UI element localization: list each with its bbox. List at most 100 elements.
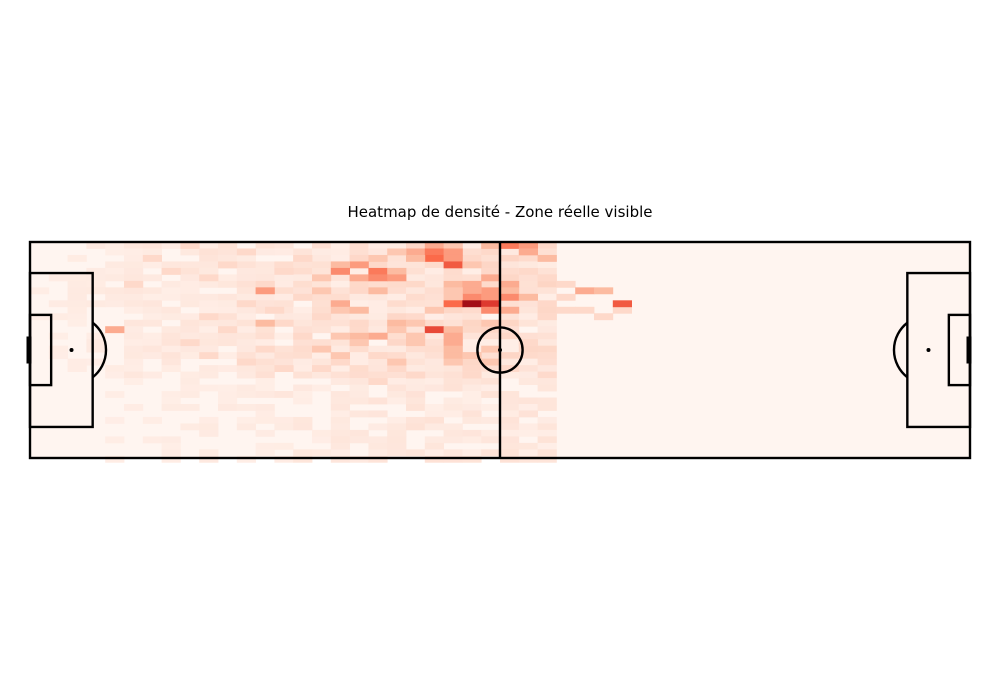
heatmap-cell <box>406 391 425 398</box>
heatmap-cell <box>350 274 369 281</box>
heatmap-cell <box>199 385 218 392</box>
heatmap-cell <box>331 449 350 456</box>
heatmap-cell <box>162 352 181 359</box>
heatmap-cell <box>180 404 199 411</box>
heatmap-cell <box>368 449 387 456</box>
heatmap-cell <box>519 372 538 379</box>
heatmap-cell <box>124 268 143 275</box>
center-spot <box>498 348 502 352</box>
heatmap-cell <box>256 385 275 392</box>
heatmap-cell <box>293 449 312 456</box>
heatmap-cell <box>538 248 557 255</box>
heatmap-cell <box>293 313 312 320</box>
heatmap-cell <box>368 248 387 255</box>
heatmap-cell <box>406 423 425 430</box>
heatmap-cell <box>256 372 275 379</box>
heatmap-cell <box>199 352 218 359</box>
heatmap-cell <box>387 423 406 430</box>
heatmap-cell <box>124 320 143 327</box>
heatmap-cell <box>444 346 463 353</box>
heatmap-cell <box>425 385 444 392</box>
heatmap-cell <box>237 417 256 424</box>
heatmap-cell <box>86 274 105 281</box>
heatmap-cell <box>180 294 199 301</box>
heatmap-cell <box>368 423 387 430</box>
heatmap-cell <box>481 346 500 353</box>
heatmap-cell <box>444 268 463 275</box>
heatmap-cell <box>368 300 387 307</box>
heatmap-cell <box>538 346 557 353</box>
heatmap-cell <box>162 326 181 333</box>
heatmap-cell <box>331 378 350 385</box>
heatmap-cell <box>387 449 406 456</box>
heatmap-cell <box>538 268 557 275</box>
heatmap-cell <box>444 307 463 314</box>
heatmap-cell <box>538 404 557 411</box>
heatmap-cell <box>143 255 162 262</box>
heatmap-cell <box>274 346 293 353</box>
heatmap-cell <box>462 449 481 456</box>
heatmap-cell <box>331 436 350 443</box>
heatmap-cell <box>293 339 312 346</box>
heatmap-cell <box>199 320 218 327</box>
heatmap-cell <box>256 333 275 340</box>
heatmap-cell <box>331 307 350 314</box>
heatmap-cell <box>124 365 143 372</box>
heatmap-cell <box>180 268 199 275</box>
heatmap-cell <box>406 255 425 262</box>
heatmap-cell <box>387 268 406 275</box>
heatmap-cell <box>180 346 199 353</box>
heatmap-cell <box>237 333 256 340</box>
heatmap-cell <box>350 359 369 366</box>
heatmap-cell <box>68 320 87 327</box>
heatmap-cell <box>218 333 237 340</box>
heatmap-cell <box>368 287 387 294</box>
heatmap-cell <box>462 274 481 281</box>
heatmap-cell <box>500 300 519 307</box>
heatmap-cell <box>331 443 350 450</box>
heatmap-cell <box>387 281 406 288</box>
heatmap-cell <box>462 255 481 262</box>
heatmap-cell <box>124 339 143 346</box>
heatmap-cell <box>387 261 406 268</box>
heatmap-cell <box>368 294 387 301</box>
heatmap-cell <box>406 274 425 281</box>
heatmap-cell <box>368 352 387 359</box>
heatmap-cell <box>143 274 162 281</box>
heatmap-cell <box>406 339 425 346</box>
heatmap-cell <box>444 436 463 443</box>
heatmap-cell <box>180 287 199 294</box>
heatmap-cell <box>68 281 87 288</box>
heatmap-cell <box>406 300 425 307</box>
heatmap-cell <box>481 248 500 255</box>
heatmap-cell <box>30 287 49 294</box>
heatmap-cell <box>143 436 162 443</box>
heatmap-cell <box>387 391 406 398</box>
heatmap-cell <box>124 255 143 262</box>
heatmap-cell <box>406 385 425 392</box>
heatmap-cell <box>538 385 557 392</box>
heatmap-cell <box>105 391 124 398</box>
heatmap-cell <box>105 417 124 424</box>
heatmap-cell <box>312 372 331 379</box>
heatmap-cell <box>350 398 369 405</box>
heatmap-cell <box>237 372 256 379</box>
heatmap-cell <box>293 261 312 268</box>
heatmap-cell <box>538 423 557 430</box>
heatmap-cell <box>256 281 275 288</box>
heatmap-cell <box>162 268 181 275</box>
heatmap-cell <box>218 294 237 301</box>
heatmap-cell <box>274 313 293 320</box>
heatmap-cell <box>462 417 481 424</box>
heatmap-cell <box>331 333 350 340</box>
heatmap-cell <box>538 352 557 359</box>
heatmap-cell <box>274 443 293 450</box>
heatmap-cell <box>462 294 481 301</box>
heatmap-cell <box>368 410 387 417</box>
heatmap-cell <box>350 300 369 307</box>
heatmap-cell <box>519 294 538 301</box>
heatmap-cell <box>331 320 350 327</box>
heatmap-cell <box>143 313 162 320</box>
heatmap-cell <box>199 449 218 456</box>
heatmap-cell <box>256 391 275 398</box>
